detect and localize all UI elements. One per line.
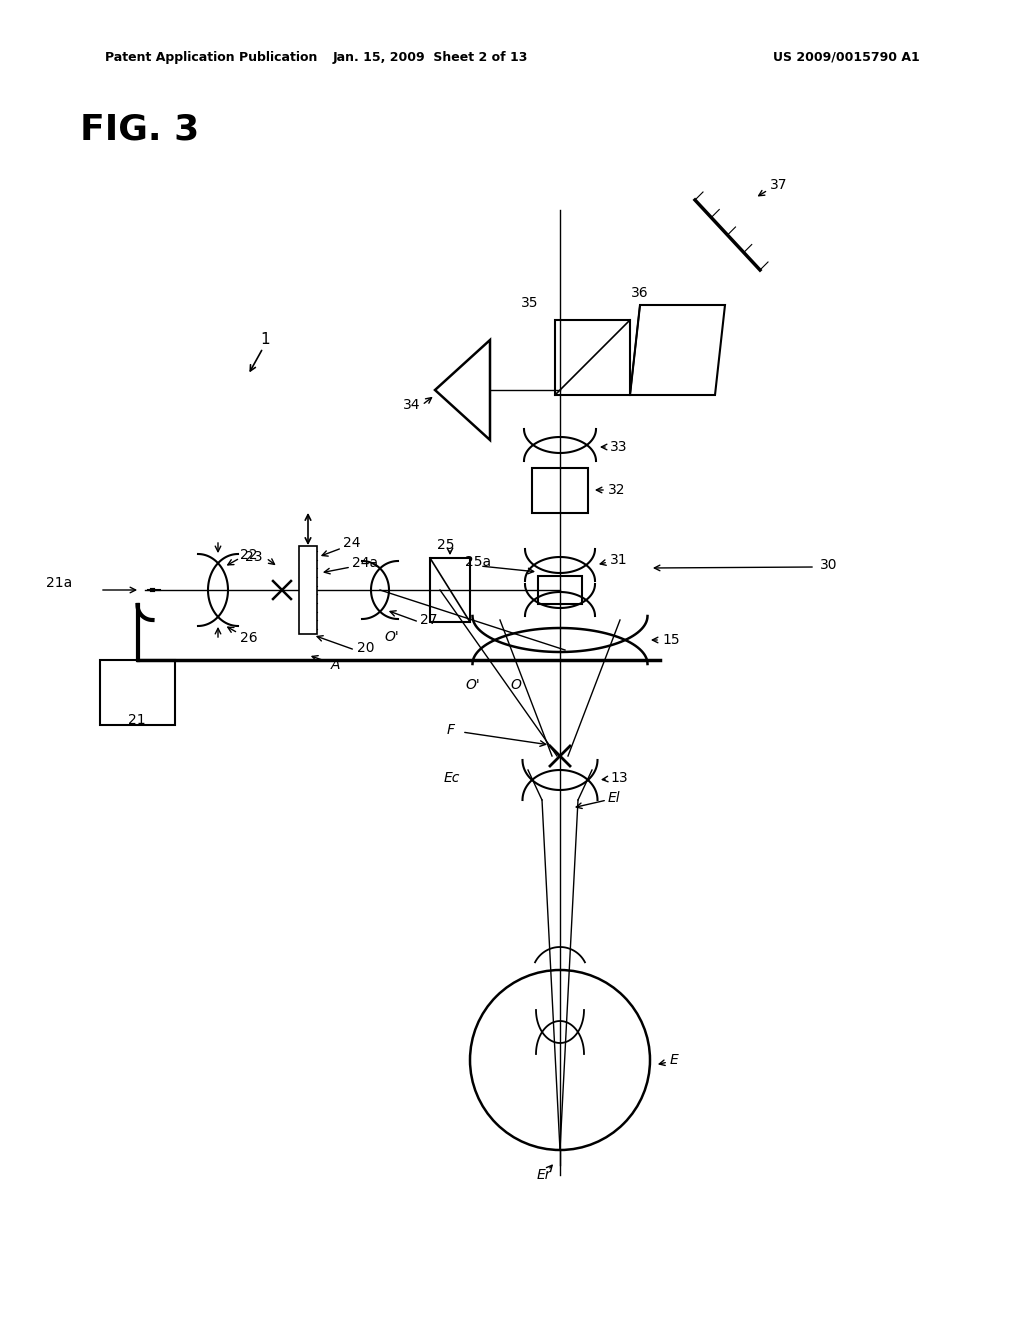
Text: Patent Application Publication: Patent Application Publication	[105, 50, 317, 63]
Text: 22: 22	[240, 548, 257, 562]
Text: O': O'	[465, 678, 480, 692]
Text: 27: 27	[420, 612, 437, 627]
Text: 25a: 25a	[465, 554, 492, 569]
Bar	[532, 469, 588, 513]
Bar	[299, 546, 317, 634]
Text: 30: 30	[820, 558, 838, 572]
Text: 25: 25	[437, 539, 455, 552]
Text: F: F	[447, 723, 455, 737]
Text: 26: 26	[240, 631, 258, 645]
Text: 24: 24	[343, 536, 360, 550]
Bar	[430, 558, 470, 622]
Text: US 2009/0015790 A1: US 2009/0015790 A1	[773, 50, 920, 63]
Text: 33: 33	[610, 440, 628, 454]
Text: 36: 36	[631, 286, 649, 300]
Text: 37: 37	[770, 178, 787, 191]
Text: 31: 31	[610, 553, 628, 568]
Text: 23: 23	[246, 550, 263, 564]
Bar	[100, 660, 175, 725]
Text: 24a: 24a	[352, 556, 378, 570]
Text: 32: 32	[608, 483, 626, 498]
Text: 21: 21	[128, 713, 145, 727]
Text: A: A	[331, 657, 340, 672]
Text: O': O'	[385, 630, 399, 644]
Text: El: El	[608, 791, 621, 805]
Text: Er: Er	[537, 1168, 551, 1181]
Bar	[555, 319, 630, 395]
Text: 15: 15	[662, 634, 680, 647]
Text: 13: 13	[610, 771, 628, 785]
Text: E: E	[670, 1053, 679, 1067]
Text: Jan. 15, 2009  Sheet 2 of 13: Jan. 15, 2009 Sheet 2 of 13	[333, 50, 527, 63]
Text: 21a: 21a	[46, 576, 72, 590]
Text: 1: 1	[260, 333, 269, 347]
Text: 35: 35	[521, 296, 539, 310]
Text: 34: 34	[402, 399, 420, 412]
Text: 20: 20	[357, 642, 375, 655]
Bar	[538, 576, 582, 605]
Text: Ec: Ec	[443, 771, 460, 785]
Text: O: O	[510, 678, 521, 692]
Text: FIG. 3: FIG. 3	[80, 114, 200, 147]
